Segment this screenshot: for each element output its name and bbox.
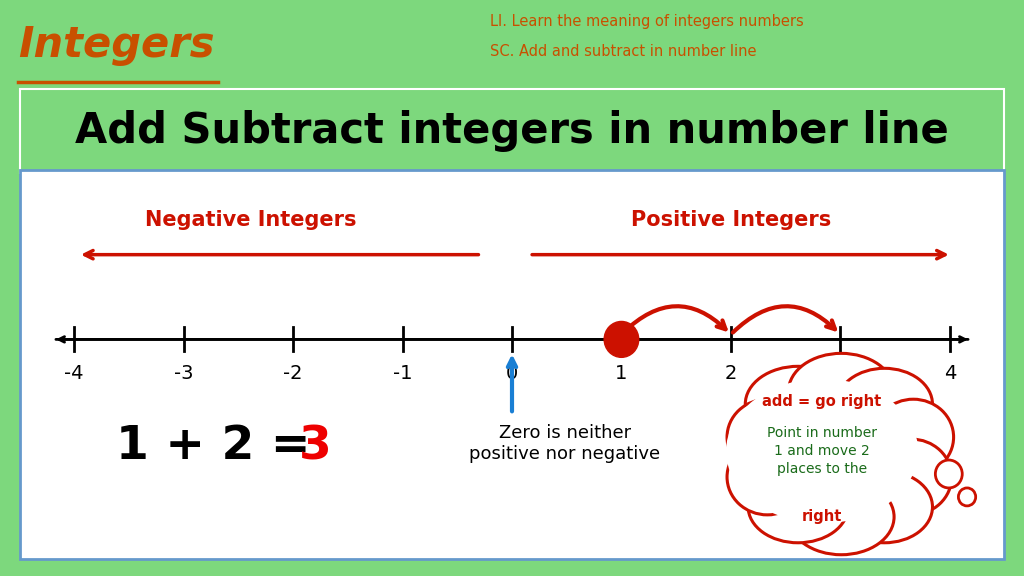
Circle shape <box>935 460 963 488</box>
Text: 4: 4 <box>943 364 956 383</box>
Text: -3: -3 <box>174 364 194 383</box>
Circle shape <box>604 321 639 357</box>
Text: 0: 0 <box>506 364 518 383</box>
Text: Zero is neither
positive nor negative: Zero is neither positive nor negative <box>469 424 660 463</box>
Text: -2: -2 <box>284 364 303 383</box>
FancyBboxPatch shape <box>20 89 1004 173</box>
Text: 3: 3 <box>299 424 332 469</box>
FancyArrowPatch shape <box>532 251 945 259</box>
Ellipse shape <box>837 368 933 440</box>
Text: SC. Add and subtract in number line: SC. Add and subtract in number line <box>490 44 757 59</box>
Text: 1: 1 <box>615 364 628 383</box>
Ellipse shape <box>837 471 933 543</box>
Text: LI. Learn the meaning of integers numbers: LI. Learn the meaning of integers number… <box>490 14 804 29</box>
Ellipse shape <box>726 379 919 524</box>
Ellipse shape <box>727 439 808 515</box>
Text: -4: -4 <box>65 364 84 383</box>
Text: Point in number
1 and move 2
places to the: Point in number 1 and move 2 places to t… <box>767 426 878 476</box>
FancyBboxPatch shape <box>20 170 1004 559</box>
Circle shape <box>958 488 976 506</box>
Ellipse shape <box>788 479 894 555</box>
Text: Negative Integers: Negative Integers <box>145 210 356 230</box>
Text: Positive Integers: Positive Integers <box>631 210 831 230</box>
Text: Integers: Integers <box>18 24 214 66</box>
Text: -1: -1 <box>393 364 413 383</box>
Text: Add Subtract integers in number line: Add Subtract integers in number line <box>75 110 949 152</box>
Text: right: right <box>802 509 843 524</box>
Text: 1 + 2 =: 1 + 2 = <box>117 424 328 469</box>
FancyArrowPatch shape <box>733 306 835 332</box>
Ellipse shape <box>727 399 808 475</box>
Ellipse shape <box>872 399 953 475</box>
Ellipse shape <box>871 439 951 515</box>
FancyArrowPatch shape <box>85 251 478 259</box>
FancyArrowPatch shape <box>624 306 726 332</box>
Ellipse shape <box>788 353 894 429</box>
Text: 2: 2 <box>725 364 737 383</box>
Ellipse shape <box>745 366 851 442</box>
Ellipse shape <box>749 471 848 543</box>
Text: add = go right: add = go right <box>763 394 882 409</box>
Text: 3: 3 <box>835 364 847 383</box>
